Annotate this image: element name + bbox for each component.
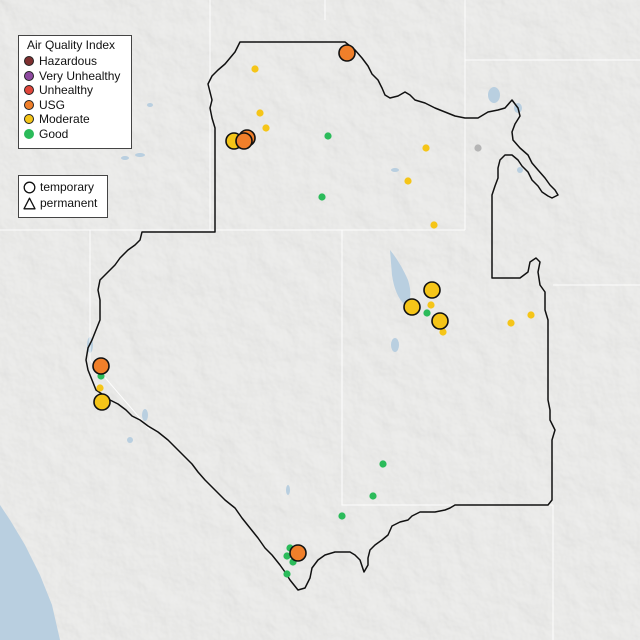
temporary-monitor-marker[interactable] — [92, 357, 110, 375]
permanent-label: permanent — [40, 196, 98, 210]
permanent-monitor-marker[interactable] — [404, 177, 412, 185]
legend-row: Very Unhealthy — [19, 69, 131, 84]
temporary-monitor-marker[interactable] — [423, 281, 441, 299]
legend-title: Air Quality Index — [27, 38, 116, 52]
permanent-monitor-marker[interactable] — [427, 301, 435, 309]
temporary-monitor-marker[interactable] — [431, 312, 449, 330]
ocean — [0, 505, 60, 640]
legend-row: Unhealthy — [19, 83, 131, 98]
permanent-monitor-marker[interactable] — [324, 132, 332, 140]
legend-label: USG — [39, 97, 66, 112]
permanent-monitor-marker[interactable] — [430, 221, 438, 229]
temporary-monitor-marker[interactable] — [93, 393, 111, 411]
good-swatch — [24, 128, 34, 139]
permanent-monitor-marker[interactable] — [439, 328, 447, 336]
circle-icon — [23, 181, 36, 193]
permanent-monitor-marker[interactable] — [318, 193, 326, 201]
permanent-monitor-marker[interactable] — [527, 311, 535, 319]
permanent-monitor-marker[interactable] — [379, 460, 387, 468]
permanent-monitor-marker[interactable] — [283, 570, 291, 578]
permanent-monitor-marker[interactable] — [423, 309, 431, 317]
legend-label: Unhealthy — [39, 83, 94, 98]
legend-row: Hazardous — [19, 54, 131, 69]
aqi-legend: Air Quality Index Hazardous Very Unhealt… — [18, 35, 132, 149]
region-boundary — [85, 41, 559, 591]
monitor-type-legend: temporary permanent — [18, 175, 108, 218]
legend-row-temporary: temporary — [19, 179, 107, 195]
permanent-monitor-marker[interactable] — [96, 384, 104, 392]
temporary-monitor-marker[interactable] — [289, 544, 307, 562]
permanent-monitor-marker[interactable] — [369, 492, 377, 500]
permanent-monitor-marker[interactable] — [262, 124, 270, 132]
legend-label: Very Unhealthy — [39, 68, 121, 83]
permanent-monitor-marker[interactable] — [283, 552, 291, 560]
permanent-monitor-marker[interactable] — [338, 512, 346, 520]
permanent-monitor-marker[interactable] — [507, 319, 515, 327]
legend-row: Good — [19, 127, 131, 142]
legend-label: Hazardous — [39, 54, 98, 69]
very-unhealthy-swatch — [24, 70, 34, 81]
temporary-label: temporary — [40, 180, 95, 194]
unhealthy-swatch — [24, 85, 34, 96]
temporary-monitor-marker[interactable] — [235, 132, 253, 150]
temporary-monitor-marker[interactable] — [403, 298, 421, 316]
legend-row-permanent: permanent — [19, 195, 107, 211]
permanent-monitor-marker[interactable] — [251, 65, 259, 73]
temporary-monitor-marker[interactable] — [338, 44, 356, 62]
usg-swatch — [24, 99, 34, 110]
moderate-swatch — [24, 114, 34, 125]
triangle-icon — [23, 197, 36, 209]
permanent-monitor-marker[interactable] — [474, 144, 482, 152]
legend-row: USG — [19, 98, 131, 113]
legend-label: Moderate — [39, 112, 90, 127]
permanent-monitor-marker[interactable] — [422, 144, 430, 152]
hazardous-swatch — [24, 56, 34, 67]
permanent-monitor-marker[interactable] — [256, 109, 264, 117]
legend-label: Good — [39, 126, 69, 141]
legend-row: Moderate — [19, 112, 131, 127]
